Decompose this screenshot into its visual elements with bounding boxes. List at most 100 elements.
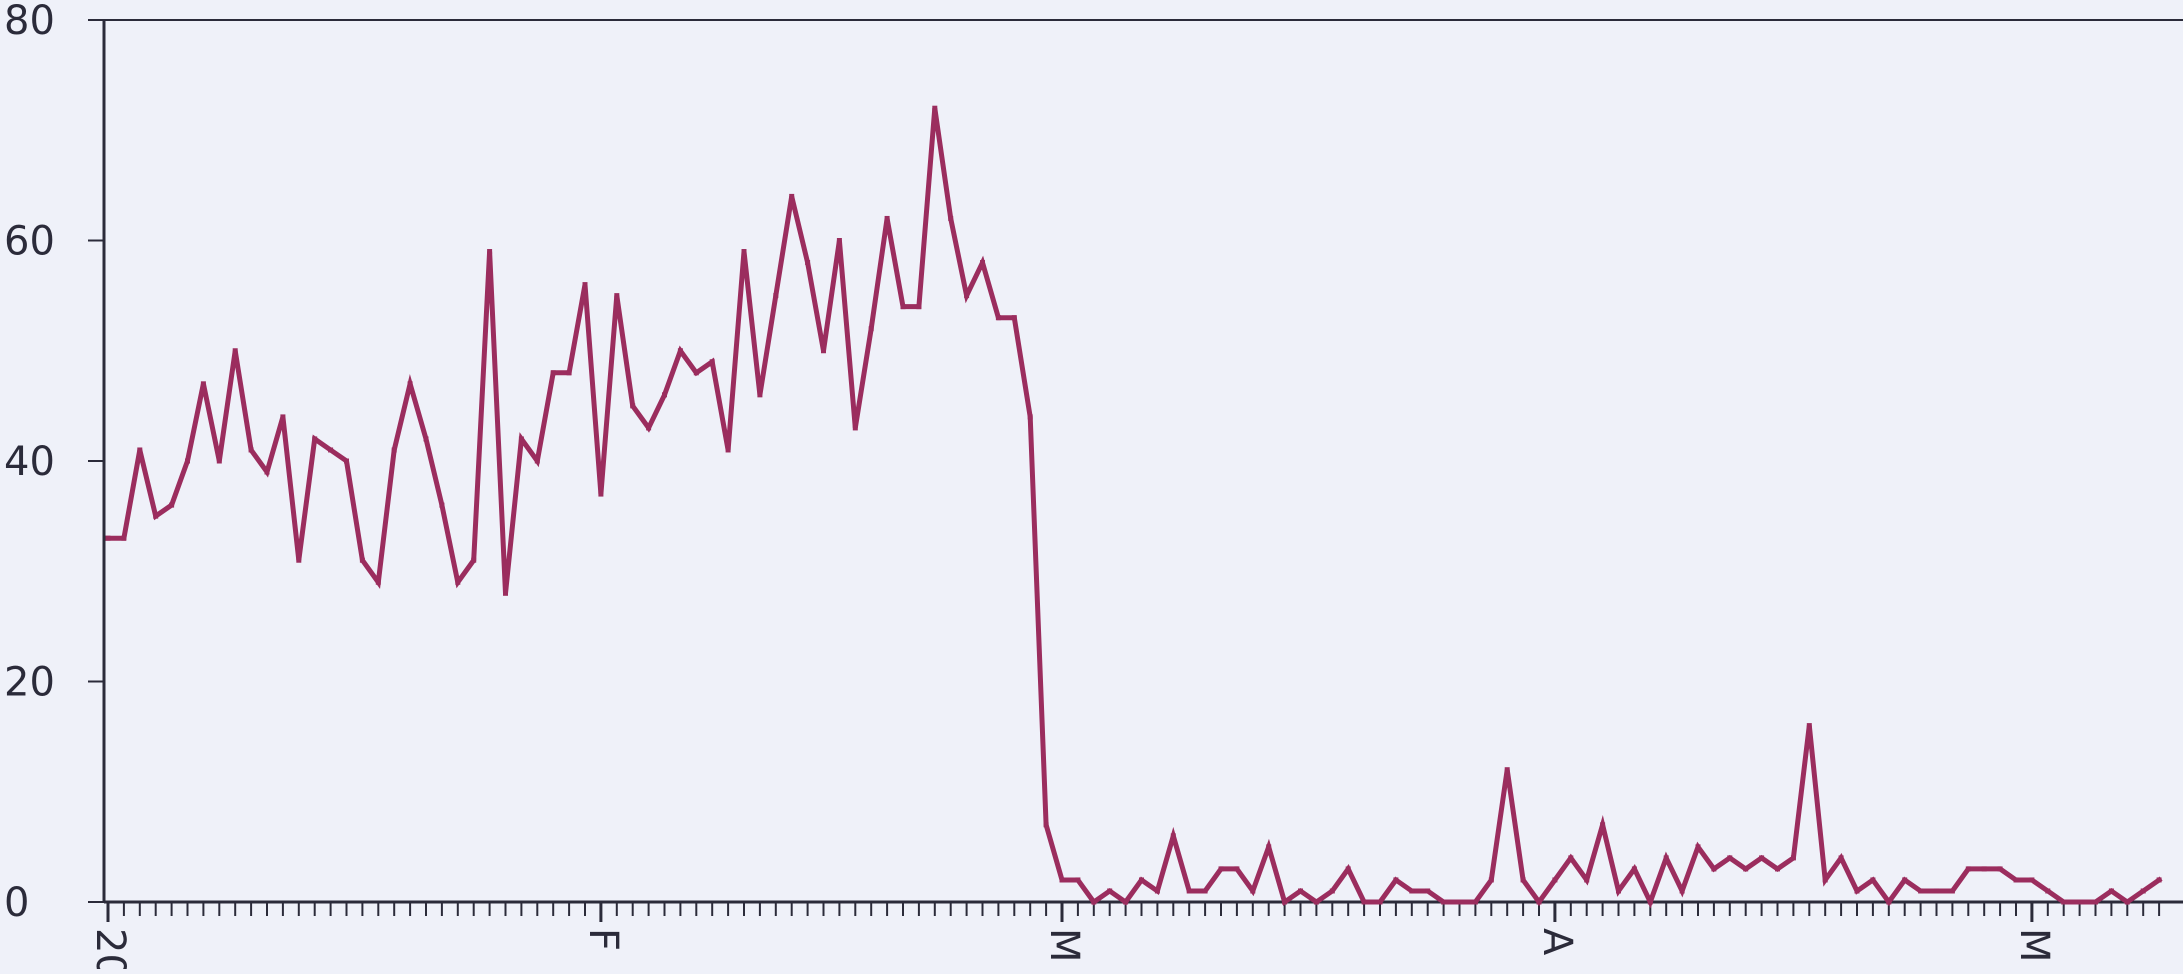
data-point (805, 260, 811, 266)
data-point (614, 293, 620, 299)
data-point (725, 447, 731, 453)
data-point (1520, 877, 1526, 883)
data-point (328, 447, 334, 453)
x-tick-label: M (2011, 928, 2057, 963)
data-point (455, 579, 461, 585)
data-point (550, 370, 556, 376)
data-point (1600, 822, 1606, 828)
data-point (1584, 877, 1590, 883)
data-point (1043, 822, 1049, 828)
data-point (1790, 855, 1796, 861)
data-point (1266, 844, 1272, 850)
data-point (1631, 866, 1637, 872)
data-point (1775, 866, 1780, 872)
data-point (789, 193, 795, 199)
data-point (2124, 899, 2130, 905)
data-point (995, 315, 1001, 321)
plot-area: 0 20 40 60 80 20 F M A M (4, 0, 2183, 974)
data-point (836, 238, 842, 243)
data-point (741, 249, 747, 255)
data-point (439, 502, 445, 508)
data-point (916, 304, 922, 310)
data-point (280, 414, 286, 420)
data-point (1679, 888, 1685, 894)
data-point (1154, 888, 1160, 894)
data-point (2045, 888, 2051, 894)
data-point (1965, 866, 1971, 872)
data-point (1393, 877, 1399, 883)
data-point (1759, 855, 1765, 861)
data-point (487, 249, 493, 255)
x-tick-label: A (1534, 928, 1580, 956)
data-point (630, 403, 636, 409)
data-point (1170, 833, 1176, 839)
data-point (1504, 767, 1510, 773)
data-point (407, 381, 413, 387)
data-point (232, 348, 238, 354)
data-point (1616, 888, 1621, 894)
data-point (1663, 855, 1669, 861)
y-tick-label: 40 (4, 439, 55, 485)
y-tick-label: 20 (4, 660, 55, 706)
data-point (1457, 899, 1462, 905)
data-point (1425, 888, 1431, 894)
y-tick-label: 0 (4, 880, 29, 926)
data-point (948, 215, 954, 221)
data-point (884, 215, 890, 221)
data-point (1123, 899, 1129, 905)
data-point (757, 392, 763, 398)
data-point (1409, 888, 1415, 894)
data-point (1234, 866, 1240, 872)
data-point (1854, 888, 1860, 894)
data-point (932, 105, 938, 111)
data-point (1059, 877, 1065, 883)
data-point (1536, 899, 1542, 905)
data-point (852, 425, 858, 431)
data-point (169, 502, 175, 508)
data-point (153, 513, 159, 519)
data-point (185, 458, 190, 464)
data-point (1552, 877, 1558, 883)
data-point (1997, 866, 2003, 872)
data-point (471, 557, 477, 563)
data-point (1361, 899, 1367, 905)
data-point (200, 381, 206, 387)
data-point (964, 293, 970, 299)
data-point (121, 535, 127, 541)
data-point (1027, 414, 1033, 420)
data-point (1902, 877, 1908, 883)
data-point (1091, 899, 1097, 905)
data-point (137, 447, 143, 453)
data-point (391, 447, 397, 453)
data-point (1282, 899, 1288, 905)
data-point (1472, 899, 1478, 905)
data-point (1886, 899, 1892, 905)
data-point (1139, 877, 1144, 883)
data-point (1075, 877, 1081, 883)
data-point (105, 535, 111, 541)
y-tick-label: 60 (4, 219, 55, 265)
x-tick-label: M (1041, 928, 1087, 963)
data-point (1250, 888, 1256, 894)
data-point (1298, 888, 1303, 894)
data-point (1918, 888, 1924, 894)
data-point (534, 458, 540, 464)
data-point (296, 557, 302, 563)
data-point (1870, 877, 1876, 883)
data-point (900, 304, 906, 310)
data-point (359, 557, 365, 563)
data-point (1711, 866, 1717, 872)
data-point (1949, 888, 1955, 894)
data-point (2013, 877, 2019, 883)
data-point (1568, 855, 1574, 861)
data-point (566, 370, 572, 376)
data-point (312, 436, 318, 442)
data-point (2029, 877, 2035, 883)
data-point (2093, 899, 2098, 905)
data-point (646, 425, 652, 431)
data-point (1202, 888, 1208, 894)
data-point (344, 458, 349, 464)
data-point (1377, 899, 1383, 905)
